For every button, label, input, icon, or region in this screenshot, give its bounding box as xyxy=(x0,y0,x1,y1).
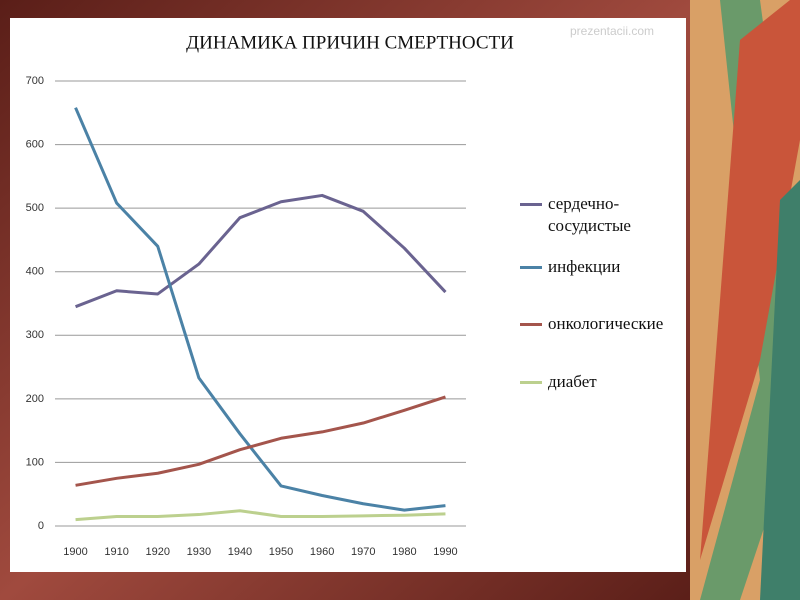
x-tick-label: 1900 xyxy=(63,546,87,558)
y-tick-label: 600 xyxy=(26,138,44,150)
x-tick-label: 1950 xyxy=(269,546,293,558)
series-line xyxy=(75,193,447,309)
watermark: prezentacii.com xyxy=(570,24,654,38)
legend-item: онкологические xyxy=(520,313,670,335)
legend-swatch xyxy=(520,381,542,384)
series-line xyxy=(74,107,446,512)
x-tick-label: 1980 xyxy=(392,546,416,558)
x-tick-label: 1970 xyxy=(351,546,375,558)
legend-item: инфекции xyxy=(520,256,670,278)
legend-label: инфекции xyxy=(548,257,621,276)
decor-stripe xyxy=(760,180,800,600)
y-tick-label: 100 xyxy=(26,456,44,468)
legend-swatch xyxy=(520,203,542,206)
x-tick-label: 1920 xyxy=(146,546,170,558)
legend-swatch xyxy=(520,323,542,326)
y-tick-label: 500 xyxy=(26,202,44,214)
y-tick-label: 0 xyxy=(38,520,44,532)
legend-item: сердечно-сосудистые xyxy=(520,193,670,237)
y-tick-label: 700 xyxy=(26,75,44,87)
y-tick-label: 400 xyxy=(26,266,44,278)
series-line xyxy=(75,395,446,487)
panel xyxy=(10,18,686,572)
legend-label: онкологические xyxy=(548,314,664,333)
legend-label: сердечно-сосудистые xyxy=(548,194,631,235)
legend-item: диабет xyxy=(520,371,670,393)
y-tick-label: 300 xyxy=(26,329,44,341)
x-tick-label: 1910 xyxy=(104,546,128,558)
x-tick-label: 1940 xyxy=(228,546,252,558)
y-tick-label: 200 xyxy=(26,393,44,405)
x-tick-label: 1930 xyxy=(187,546,211,558)
series-line xyxy=(75,509,446,522)
legend-label: диабет xyxy=(548,372,597,391)
x-tick-label: 1960 xyxy=(310,546,334,558)
x-tick-label: 1990 xyxy=(433,546,457,558)
decor-stripe xyxy=(700,0,800,560)
chart-title: ДИНАМИКА ПРИЧИН СМЕРТНОСТИ xyxy=(186,32,514,53)
legend-swatch xyxy=(520,266,542,269)
